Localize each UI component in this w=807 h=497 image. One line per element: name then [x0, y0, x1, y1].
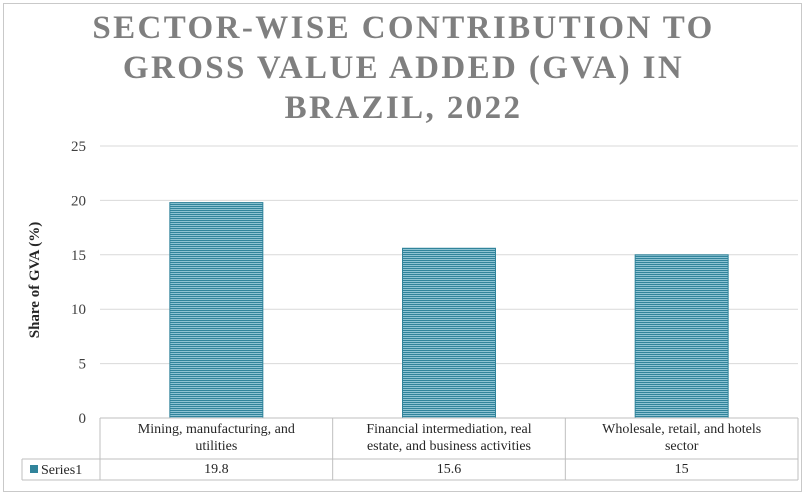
bar: [634, 254, 729, 419]
legend-swatch: [30, 465, 38, 473]
x-category-label: Mining, manufacturing, and utilities: [100, 421, 333, 455]
x-category-label-line: Mining, manufacturing, and: [137, 422, 295, 437]
y-tick-label: 10: [71, 302, 86, 318]
chart-title: SECTOR-WISE CONTRIBUTION TO GROSS VALUE …: [0, 8, 807, 128]
data-table-value: 15.6: [436, 462, 462, 477]
y-tick-label: 20: [71, 193, 86, 209]
y-tick-label: 25: [71, 139, 86, 155]
chart-title-line-3: BRAZIL, 2022: [284, 90, 523, 126]
x-category-label: Wholesale, retail, and hotels sector: [565, 421, 798, 455]
y-tick-label: 5: [79, 357, 87, 373]
legend-series-name: Series1: [41, 463, 83, 478]
x-category-label-line: Wholesale, retail, and hotels: [602, 422, 762, 437]
y-tick-label: 0: [79, 411, 87, 427]
bar: [169, 202, 264, 419]
x-category-label-line: estate, and business activities: [366, 439, 532, 454]
legend-series-1: Series1: [30, 462, 82, 479]
data-table-value: 15: [674, 462, 689, 477]
bar: [402, 247, 496, 419]
x-category-label-line: utilities: [195, 439, 238, 454]
chart-title-line-2: GROSS VALUE ADDED (GVA) IN: [122, 50, 685, 86]
y-axis-label: Share of GVA (%): [27, 222, 43, 339]
chart-title-line-1: SECTOR-WISE CONTRIBUTION TO: [92, 10, 715, 46]
x-category-label: Financial intermediation, real estate, an…: [333, 421, 566, 455]
x-category-label-line: sector: [664, 439, 699, 454]
y-tick-label: 15: [71, 248, 86, 264]
x-category-label-line: Financial intermediation, real: [366, 422, 532, 437]
data-table-value: 19.8: [204, 462, 229, 477]
